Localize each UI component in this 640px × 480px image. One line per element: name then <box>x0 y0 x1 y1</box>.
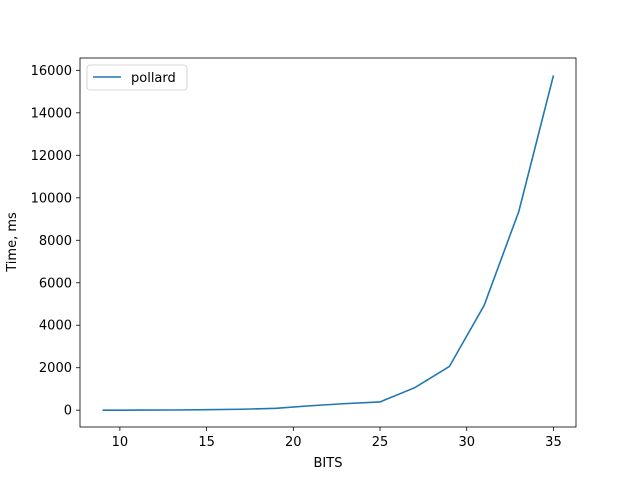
y-tick-label: 12000 <box>31 149 72 164</box>
y-tick-label: 2000 <box>39 361 72 376</box>
legend-label-pollard: pollard <box>131 71 176 86</box>
y-tick-label: 16000 <box>31 64 72 79</box>
y-tick-label: 8000 <box>39 234 72 249</box>
x-axis-ticks: 10 15 20 25 30 35 <box>112 427 562 450</box>
series-line-pollard <box>102 75 555 412</box>
y-tick-label: 14000 <box>31 106 72 121</box>
plot-area <box>80 58 576 427</box>
x-tick-label: 25 <box>372 435 389 450</box>
y-tick-label: 0 <box>64 404 72 419</box>
x-tick-label: 20 <box>285 435 302 450</box>
legend: pollard <box>86 64 188 91</box>
y-tick-label: 6000 <box>39 276 72 291</box>
x-tick-label: 15 <box>198 435 215 450</box>
x-tick-label: 10 <box>112 435 129 450</box>
y-tick-label: 10000 <box>31 191 72 206</box>
y-axis-ticks: 0 2000 4000 6000 8000 10000 12000 14000 16000 <box>31 64 80 419</box>
plot-frame <box>79 57 577 428</box>
x-tick-label: 30 <box>458 435 475 450</box>
x-tick-label: 35 <box>545 435 562 450</box>
legend-box <box>86 64 188 91</box>
y-axis-label: Time, ms <box>5 212 20 273</box>
y-tick-label: 4000 <box>39 319 72 334</box>
x-axis-label: BITS <box>314 456 343 471</box>
